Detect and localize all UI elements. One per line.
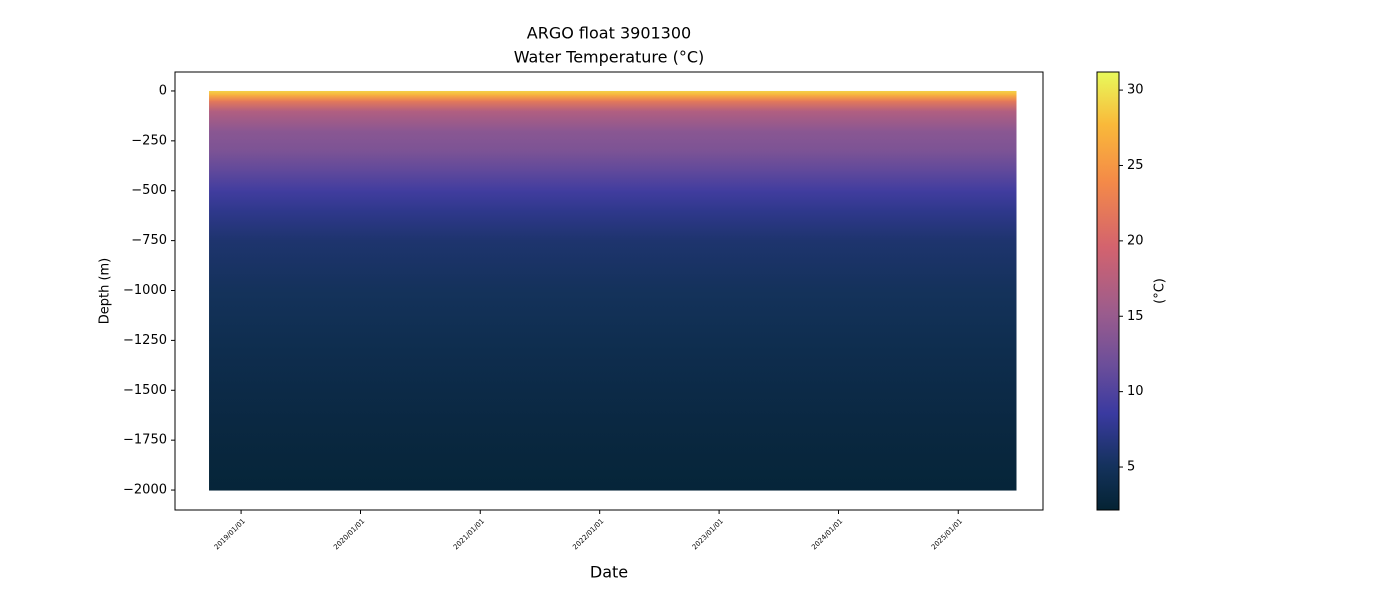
temperature-band [209, 94, 1017, 102]
colorbar-tick-label: 30 [1127, 83, 1144, 98]
temperature-band [209, 170, 1017, 192]
y-axis-label: Depth (m) [98, 258, 113, 325]
temperature-band [209, 190, 1017, 212]
temperature-band [209, 90, 1017, 96]
x-tick-label: 2022/01/01 [571, 517, 605, 551]
colorbar-tick-label: 10 [1127, 384, 1144, 399]
x-tick-label: 2023/01/01 [691, 517, 725, 551]
y-tick-label: −750 [131, 233, 167, 248]
y-tick-label: 0 [159, 83, 167, 98]
x-tick-label: 2021/01/01 [452, 517, 486, 551]
y-tick-label: −1750 [123, 433, 167, 448]
temperature-band [209, 150, 1017, 172]
x-axis-label: Date [590, 563, 628, 582]
colorbar-tick-label: 25 [1127, 158, 1144, 173]
chart-title: ARGO float 3901300 [527, 24, 691, 43]
temperature-band [209, 240, 1017, 292]
temperature-band [209, 440, 1017, 491]
y-tick-label: −1500 [123, 383, 167, 398]
colorbar-tick-label: 5 [1127, 460, 1135, 475]
y-tick-label: −250 [131, 133, 167, 148]
chart-subtitle: Water Temperature (°C) [514, 48, 704, 67]
x-tick-label: 2024/01/01 [810, 517, 844, 551]
y-tick-label: −1250 [123, 333, 167, 348]
y-tick-label: −500 [131, 183, 167, 198]
y-tick-label: −1000 [123, 283, 167, 298]
x-tick-label: 2025/01/01 [930, 517, 964, 551]
temperature-band [209, 110, 1017, 132]
temperature-band [209, 290, 1017, 341]
y-tick-label: −2000 [123, 483, 167, 498]
x-tick-label: 2020/01/01 [332, 517, 366, 551]
colorbar-label: (°C) [1153, 278, 1168, 304]
x-tick-label: 2019/01/01 [213, 517, 247, 551]
temperature-band [209, 340, 1017, 391]
colorbar-tick-label: 15 [1127, 309, 1144, 324]
temperature-band [209, 390, 1017, 441]
temperature-band [209, 100, 1017, 112]
colorbar-tick-label: 20 [1127, 233, 1144, 248]
colorbar [1096, 71, 1120, 511]
temperature-band [209, 210, 1017, 242]
temperature-band [209, 130, 1017, 152]
